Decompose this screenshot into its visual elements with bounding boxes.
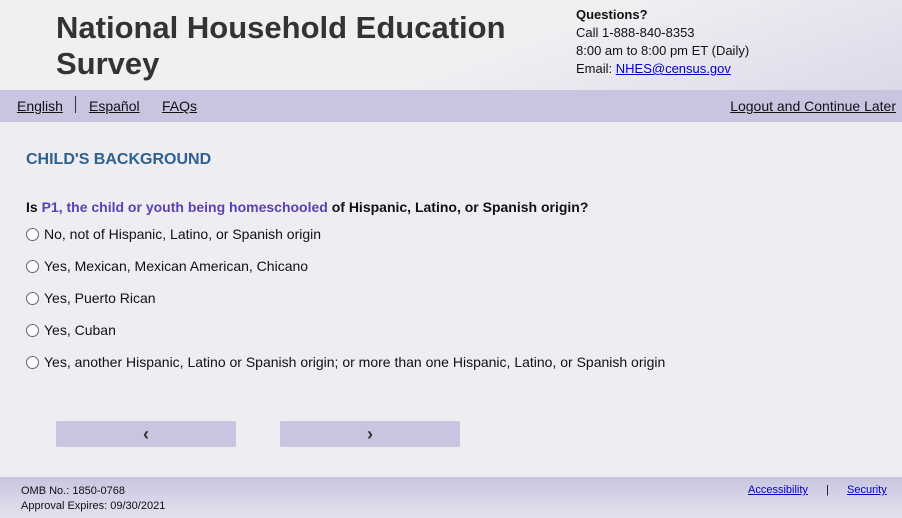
option-label: Yes, another Hispanic, Latino or Spanish… bbox=[44, 354, 666, 370]
espanol-link[interactable]: Español bbox=[89, 98, 140, 114]
contact-info: Questions? Call 1-888-840-8353 8:00 am t… bbox=[576, 6, 749, 78]
chevron-right-icon: › bbox=[367, 423, 373, 444]
option-label: No, not of Hispanic, Latino, or Spanish … bbox=[44, 226, 322, 242]
radio-button[interactable] bbox=[26, 227, 39, 241]
omb-number: OMB No.: 1850-0768 bbox=[21, 485, 125, 497]
radio-button[interactable] bbox=[26, 355, 39, 369]
site-title: National Household Education Survey bbox=[56, 10, 506, 81]
radio-button[interactable] bbox=[26, 323, 39, 337]
faqs-link[interactable]: FAQs bbox=[162, 98, 198, 114]
option-puerto-rican[interactable]: Yes, Puerto Rican bbox=[26, 290, 156, 306]
nav-bar: English Español FAQs Logout and Continue… bbox=[0, 90, 902, 122]
email-link[interactable]: NHES@census.gov bbox=[615, 61, 731, 76]
question-text: Is P1, the child or youth being homescho… bbox=[26, 199, 588, 215]
footer: OMB No.: 1850-0768 Approval Expires: 09/3… bbox=[0, 477, 902, 518]
radio-button[interactable] bbox=[26, 291, 39, 305]
footer-divider: | bbox=[826, 484, 829, 496]
option-cuban[interactable]: Yes, Cuban bbox=[26, 322, 116, 338]
question-post: of Hispanic, Latino, or Spanish origin? bbox=[331, 199, 589, 215]
security-link[interactable]: Security bbox=[847, 484, 887, 496]
approval-expires: Approval Expires: 09/30/2021 bbox=[21, 500, 166, 512]
next-button[interactable]: › bbox=[280, 421, 460, 447]
accessibility-link[interactable]: Accessibility bbox=[748, 484, 808, 496]
previous-button[interactable]: ‹ bbox=[56, 421, 236, 447]
option-mexican[interactable]: Yes, Mexican, Mexican American, Chicano bbox=[26, 258, 308, 274]
logout-link[interactable]: Logout and Continue Later bbox=[730, 98, 896, 114]
section-heading: CHILD'S BACKGROUND bbox=[26, 151, 212, 168]
email-label: Email: bbox=[576, 61, 613, 76]
question-highlight: P1, the child or youth being homeschoole… bbox=[41, 199, 328, 215]
option-label: Yes, Cuban bbox=[44, 322, 116, 338]
radio-button[interactable] bbox=[26, 259, 39, 273]
question-pre: Is bbox=[26, 199, 38, 215]
option-other[interactable]: Yes, another Hispanic, Latino or Spanish… bbox=[26, 354, 665, 370]
english-link[interactable]: English bbox=[17, 98, 63, 114]
chevron-left-icon: ‹ bbox=[143, 423, 149, 444]
option-label: Yes, Puerto Rican bbox=[44, 290, 156, 306]
header: National Household Education Survey Ques… bbox=[0, 0, 902, 90]
hours: 8:00 am to 8:00 pm ET (Daily) bbox=[576, 43, 750, 58]
phone: Call 1-888-840-8353 bbox=[576, 25, 695, 40]
questions-label: Questions? bbox=[576, 7, 648, 22]
nav-divider bbox=[75, 96, 76, 113]
option-label: Yes, Mexican, Mexican American, Chicano bbox=[44, 258, 309, 274]
option-no[interactable]: No, not of Hispanic, Latino, or Spanish … bbox=[26, 226, 321, 242]
